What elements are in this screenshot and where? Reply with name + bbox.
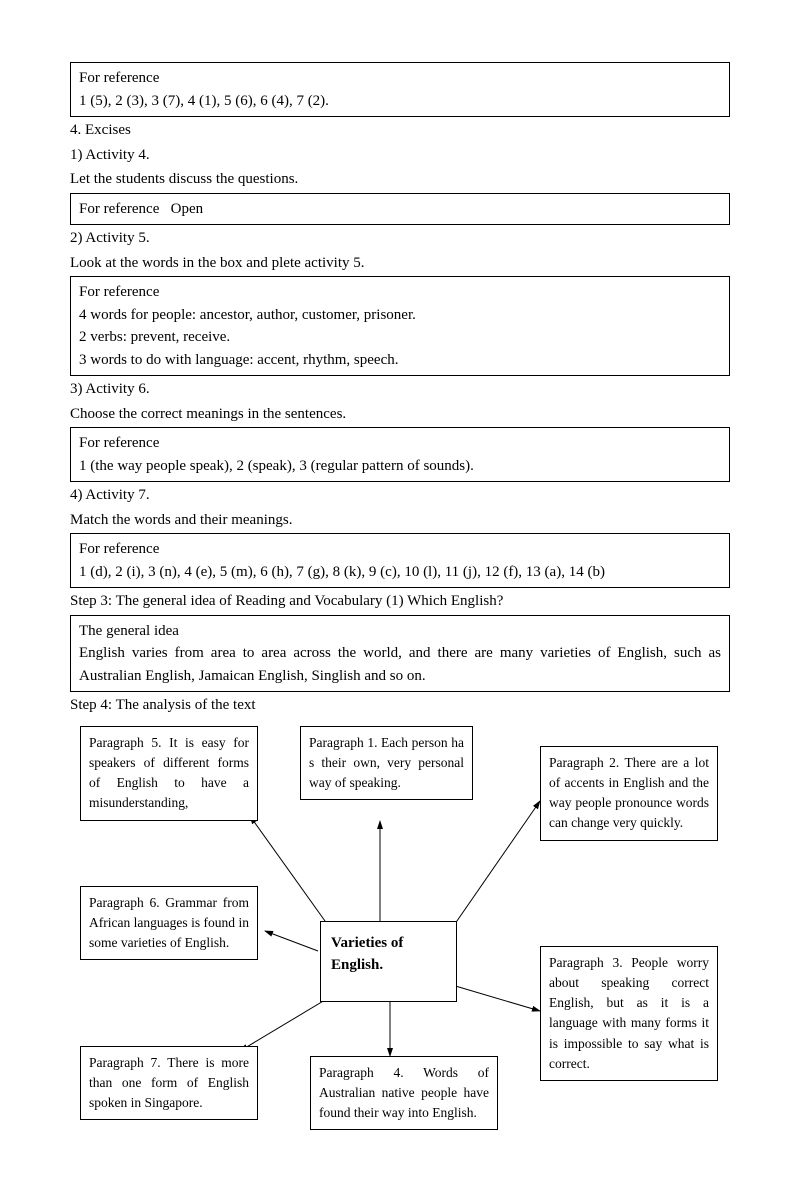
activity-7-label: 4) Activity 7. [70,484,730,507]
activity-5-ref-title: For reference [79,281,721,304]
paragraph-5-text: Paragraph 5. It is easy for speakers of … [89,735,249,811]
activity-7-instruction: Match the words and their meanings. [70,509,730,532]
step-3-box-title: The general idea [79,620,721,643]
paragraph-1-box: Paragraph 1. Each person ha s their own,… [300,726,473,801]
activity-5-ref-line3: 3 words to do with language: accent, rhy… [79,349,721,372]
paragraph-2-box: Paragraph 2. There are a lot of accents … [540,746,718,841]
step-4-heading: Step 4: The analysis of the text [70,694,730,717]
activity-6-reference-box: For reference 1 (the way people speak), … [70,427,730,482]
activity-4-reference-box: For reference Open [70,193,730,226]
activity-6-ref-title: For reference [79,432,721,455]
activity-7-ref-content: 1 (d), 2 (i), 3 (n), 4 (e), 5 (m), 6 (h)… [79,561,721,584]
paragraph-4-box: Paragraph 4. Words of Australian native … [310,1056,498,1131]
activity-6-ref-content: 1 (the way people speak), 2 (speak), 3 (… [79,455,721,478]
activity-4-reference: For reference Open [79,201,203,217]
activity-4-instruction: Let the students discuss the questions. [70,168,730,191]
analysis-diagram: Paragraph 5. It is easy for speakers of … [70,721,730,1161]
step-3-box: The general idea English varies from are… [70,615,730,693]
paragraph-6-text: Paragraph 6. Grammar from African langua… [89,895,249,951]
activity-5-reference-box: For reference 4 words for people: ancest… [70,276,730,376]
step-3-box-content: English varies from area to area across … [79,642,721,687]
activity-4-label: 1) Activity 4. [70,144,730,167]
activity-5-ref-line2: 2 verbs: prevent, receive. [79,326,721,349]
reference-content: 1 (5), 2 (3), 3 (7), 4 (1), 5 (6), 6 (4)… [79,90,721,113]
center-box: Varieties of English. [320,921,457,1002]
paragraph-3-box: Paragraph 3. People worry about speaking… [540,946,718,1082]
activity-6-label: 3) Activity 6. [70,378,730,401]
paragraph-4-text: Paragraph 4. Words of Australian native … [319,1065,489,1121]
reference-title: For reference [79,67,721,90]
paragraph-3-text: Paragraph 3. People worry about speaking… [549,955,709,1071]
activity-7-ref-title: For reference [79,538,721,561]
reference-box-1: For reference 1 (5), 2 (3), 3 (7), 4 (1)… [70,62,730,117]
center-text: Varieties of English. [331,935,403,974]
activity-5-ref-line1: 4 words for people: ancestor, author, cu… [79,304,721,327]
paragraph-7-box: Paragraph 7. There is more than one form… [80,1046,258,1121]
paragraph-1-text: Paragraph 1. Each person ha s their own,… [309,735,464,791]
step-3-heading: Step 3: The general idea of Reading and … [70,590,730,613]
paragraph-7-text: Paragraph 7. There is more than one form… [89,1055,249,1111]
activity-5-instruction: Look at the words in the box and plete a… [70,252,730,275]
activity-7-reference-box: For reference 1 (d), 2 (i), 3 (n), 4 (e)… [70,533,730,588]
paragraph-2-text: Paragraph 2. There are a lot of accents … [549,755,709,831]
paragraph-6-box: Paragraph 6. Grammar from African langua… [80,886,258,961]
excises-heading: 4. Excises [70,119,730,142]
activity-5-label: 2) Activity 5. [70,227,730,250]
activity-6-instruction: Choose the correct meanings in the sente… [70,403,730,426]
page-content: For reference 1 (5), 2 (3), 3 (7), 4 (1)… [0,0,800,1201]
paragraph-5-box: Paragraph 5. It is easy for speakers of … [80,726,258,821]
